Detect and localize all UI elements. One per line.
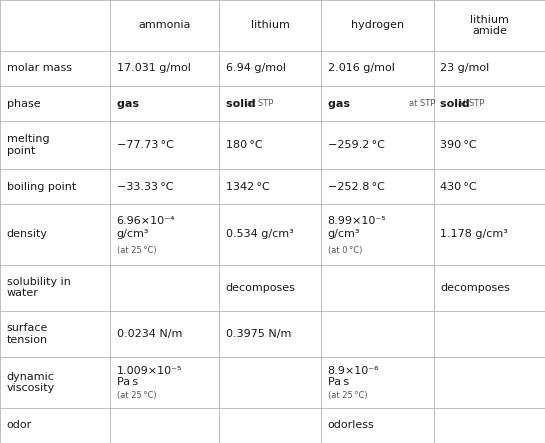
- Text: 8.9×10⁻⁶: 8.9×10⁻⁶: [328, 366, 379, 376]
- Text: boiling point: boiling point: [7, 182, 76, 192]
- Text: solid: solid: [440, 99, 478, 109]
- Text: (at 25 °C): (at 25 °C): [117, 391, 156, 400]
- Text: at STP: at STP: [247, 99, 274, 108]
- Text: g/cm³: g/cm³: [328, 229, 360, 239]
- Text: (at 0 °C): (at 0 °C): [328, 245, 362, 255]
- Text: 1.009×10⁻⁵: 1.009×10⁻⁵: [117, 366, 182, 376]
- Text: 17.031 g/mol: 17.031 g/mol: [117, 63, 191, 74]
- Text: 390 °C: 390 °C: [440, 140, 477, 150]
- Text: 0.534 g/cm³: 0.534 g/cm³: [226, 229, 293, 240]
- Text: −33.33 °C: −33.33 °C: [117, 182, 173, 192]
- Text: solid: solid: [226, 99, 263, 109]
- Text: gas: gas: [328, 99, 358, 109]
- Text: Pa s: Pa s: [117, 377, 138, 387]
- Text: at STP: at STP: [409, 99, 435, 108]
- Text: 1342 °C: 1342 °C: [226, 182, 269, 192]
- Text: hydrogen: hydrogen: [351, 20, 404, 31]
- Text: (at 25 °C): (at 25 °C): [117, 245, 156, 255]
- Text: surface
tension: surface tension: [7, 323, 48, 345]
- Text: 0.3975 N/m: 0.3975 N/m: [226, 329, 291, 339]
- Text: lithium: lithium: [251, 20, 289, 31]
- Text: −252.8 °C: −252.8 °C: [328, 182, 384, 192]
- Text: 8.99×10⁻⁵: 8.99×10⁻⁵: [328, 216, 386, 226]
- Text: 6.96×10⁻⁴: 6.96×10⁻⁴: [117, 216, 175, 226]
- Text: 1.178 g/cm³: 1.178 g/cm³: [440, 229, 508, 240]
- Text: odor: odor: [7, 420, 32, 431]
- Text: −259.2 °C: −259.2 °C: [328, 140, 384, 150]
- Text: dynamic
viscosity: dynamic viscosity: [7, 372, 55, 393]
- Text: −77.73 °C: −77.73 °C: [117, 140, 173, 150]
- Text: (at 25 °C): (at 25 °C): [328, 391, 367, 400]
- Text: 2.016 g/mol: 2.016 g/mol: [328, 63, 395, 74]
- Text: molar mass: molar mass: [7, 63, 71, 74]
- Text: at STP: at STP: [458, 99, 485, 108]
- Text: 0.0234 N/m: 0.0234 N/m: [117, 329, 182, 339]
- Text: gas: gas: [117, 99, 147, 109]
- Text: solubility in
water: solubility in water: [7, 277, 70, 299]
- Text: 23 g/mol: 23 g/mol: [440, 63, 489, 74]
- Text: Pa s: Pa s: [328, 377, 349, 387]
- Text: lithium
amide: lithium amide: [470, 15, 509, 36]
- Text: g/cm³: g/cm³: [117, 229, 149, 239]
- Text: melting
point: melting point: [7, 134, 49, 156]
- Text: decomposes: decomposes: [440, 283, 510, 293]
- Text: 430 °C: 430 °C: [440, 182, 477, 192]
- Text: 180 °C: 180 °C: [226, 140, 262, 150]
- Text: 6.94 g/mol: 6.94 g/mol: [226, 63, 286, 74]
- Text: odorless: odorless: [328, 420, 374, 431]
- Text: decomposes: decomposes: [226, 283, 295, 293]
- Text: ammonia: ammonia: [138, 20, 191, 31]
- Text: phase: phase: [7, 99, 40, 109]
- Text: density: density: [7, 229, 47, 240]
